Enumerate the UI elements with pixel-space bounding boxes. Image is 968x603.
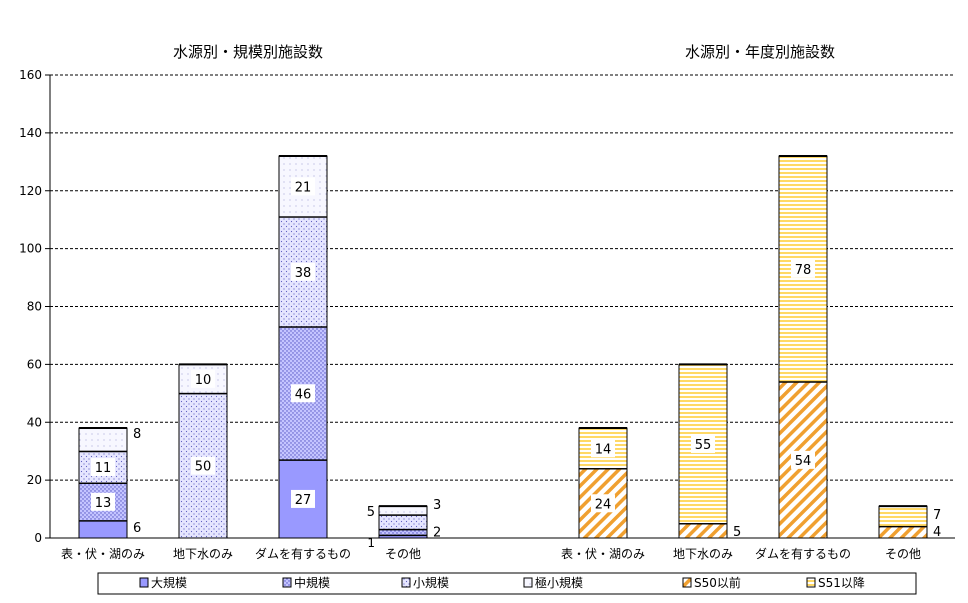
- data-label: 14: [595, 442, 612, 457]
- category-label: ダムを有するもの: [255, 546, 351, 561]
- data-label: 5: [367, 505, 375, 520]
- data-label: 4: [933, 525, 941, 540]
- category-label: 地下水のみ: [673, 547, 733, 561]
- y-tick-label: 60: [27, 357, 42, 371]
- data-label-bg: [291, 384, 315, 403]
- y-tick-label: 20: [27, 473, 42, 487]
- data-label-bg: [291, 177, 315, 196]
- bar-segment: [78, 520, 128, 539]
- legend-label: S51以降: [818, 576, 865, 590]
- y-tick-label: 0: [34, 531, 42, 545]
- data-label: 54: [795, 454, 812, 469]
- data-label: 21: [295, 180, 312, 195]
- legend-label: S50以前: [694, 575, 741, 590]
- data-label-bg: [191, 369, 215, 388]
- data-label-bg: [591, 494, 615, 513]
- data-label: 7: [933, 508, 941, 523]
- bar-segment: [878, 525, 928, 539]
- data-label: 50: [195, 460, 212, 475]
- category-label: その他: [385, 547, 421, 561]
- category-label: 表・伏・湖のみ: [61, 546, 145, 561]
- legend-label: 中規模: [294, 575, 330, 590]
- legend-swatch: [282, 577, 292, 588]
- data-label-bg: [191, 456, 215, 475]
- legend-swatch: [523, 577, 533, 588]
- bar-segment: [378, 505, 428, 516]
- data-label: 46: [295, 387, 312, 402]
- bar-segment: [678, 523, 728, 539]
- data-label: 8: [133, 427, 141, 442]
- data-label-bg: [291, 489, 315, 508]
- y-tick-label: 140: [19, 126, 42, 140]
- bar-segment: [878, 505, 928, 527]
- legend-swatch: [139, 577, 149, 588]
- data-label: 27: [295, 493, 312, 508]
- category-label: 表・伏・湖のみ: [561, 546, 645, 561]
- data-label: 5: [733, 525, 741, 540]
- legend-swatch: [806, 577, 816, 588]
- data-label: 10: [195, 373, 212, 388]
- data-label: 11: [95, 461, 112, 476]
- y-tick-label: 40: [27, 415, 42, 429]
- data-label: 3: [433, 498, 441, 513]
- data-label: 2: [433, 525, 441, 540]
- legend-swatch: [401, 577, 411, 588]
- data-label-bg: [591, 439, 615, 458]
- data-label: 38: [295, 266, 312, 281]
- data-label: 13: [95, 496, 112, 511]
- data-label-bg: [691, 434, 715, 453]
- data-label-bg: [791, 259, 815, 278]
- bar-segment: [78, 427, 128, 452]
- data-label: 6: [133, 521, 141, 536]
- category-label: ダムを有するもの: [755, 546, 851, 561]
- data-label-bg: [91, 458, 115, 477]
- category-label: その他: [885, 547, 921, 561]
- bar-segment: [378, 514, 428, 530]
- y-tick-label: 80: [27, 300, 42, 314]
- legend-label: 大規模: [151, 575, 187, 590]
- data-label: 24: [595, 497, 612, 512]
- legend-swatch: [682, 577, 692, 588]
- data-label-bg: [291, 262, 315, 281]
- y-tick-label: 120: [19, 184, 42, 198]
- legend-box: [97, 572, 917, 595]
- data-label: 78: [795, 263, 812, 278]
- data-label-bg: [91, 492, 115, 511]
- data-label: 1: [367, 536, 375, 550]
- chart-title: 水源別・年度別施設数: [685, 43, 835, 61]
- legend-label: 小規模: [413, 575, 449, 590]
- data-label-bg: [791, 450, 815, 469]
- data-label: 55: [695, 438, 712, 453]
- category-label: 地下水のみ: [173, 547, 233, 561]
- chart-title: 水源別・規模別施設数: [173, 43, 323, 61]
- legend-label: 極小規模: [535, 575, 583, 590]
- y-tick-label: 160: [19, 68, 42, 82]
- y-tick-label: 100: [19, 242, 42, 256]
